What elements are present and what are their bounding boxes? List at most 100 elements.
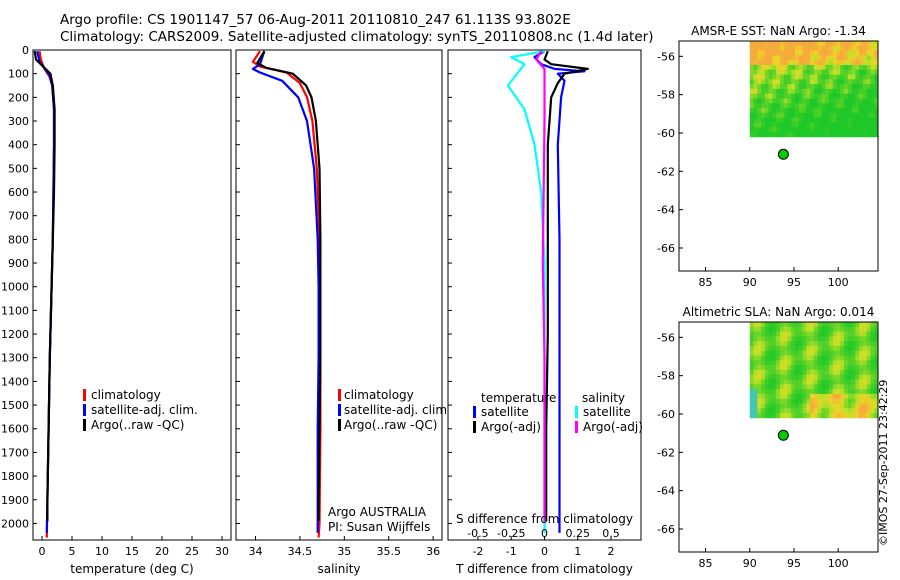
map-field-cell bbox=[844, 408, 849, 414]
map-field-cell bbox=[798, 350, 803, 356]
map-field-cell bbox=[791, 369, 796, 376]
sla-map-panel: Altimetric SLA: NaN Argo: 0.014 -56 -58 -60… bbox=[657, 305, 879, 570]
map-field-cell bbox=[764, 379, 770, 385]
map-field-cell bbox=[840, 74, 845, 80]
map-field-cell bbox=[851, 45, 856, 51]
map-field-cell bbox=[828, 355, 834, 361]
map-field-cell bbox=[749, 74, 754, 80]
map-field-cell bbox=[851, 398, 856, 404]
map-field-cell bbox=[783, 350, 788, 356]
map-field-cell bbox=[840, 322, 845, 328]
map-field-cell bbox=[779, 108, 785, 114]
map-field-cell bbox=[749, 365, 754, 371]
map-field-cell bbox=[866, 379, 871, 385]
x-axis-label: salinity bbox=[317, 562, 360, 576]
map-field-cell bbox=[832, 413, 837, 419]
map-x-tick-label: 90 bbox=[743, 276, 757, 289]
map-field-cell bbox=[847, 79, 852, 85]
map-field-cell bbox=[776, 117, 781, 123]
map-field-cell bbox=[870, 74, 875, 80]
map-field-cell bbox=[828, 127, 834, 133]
map-field-cell bbox=[821, 350, 826, 356]
map-field-cell bbox=[791, 60, 796, 66]
map-field-cell bbox=[817, 79, 822, 85]
map-field-cell bbox=[795, 79, 800, 85]
map-field-cell bbox=[772, 322, 777, 328]
map-field-cell bbox=[798, 41, 803, 47]
map-field-cell bbox=[776, 88, 781, 95]
map-field-cell bbox=[828, 322, 834, 328]
map-field-cell bbox=[787, 108, 792, 114]
map-field-cell bbox=[783, 117, 788, 123]
map-field-cell bbox=[757, 398, 762, 404]
map-field-cell bbox=[813, 341, 819, 347]
map-field-cell bbox=[851, 403, 856, 409]
map-field-cell bbox=[862, 122, 868, 128]
map-field-cell bbox=[813, 74, 819, 80]
map-field-cell bbox=[764, 365, 770, 371]
map-field-cell bbox=[825, 345, 830, 352]
map-field-cell bbox=[817, 408, 822, 414]
map-field-cell bbox=[761, 408, 766, 414]
map-field-cell bbox=[783, 355, 788, 361]
map-field-cell bbox=[791, 355, 796, 361]
map-field-cell bbox=[761, 345, 766, 352]
map-field-cell bbox=[798, 360, 803, 366]
map-field-cell bbox=[825, 60, 830, 66]
map-field-cell bbox=[802, 413, 807, 419]
x-axis-label: T difference from climatology bbox=[455, 562, 633, 576]
map-field-cell bbox=[855, 60, 860, 66]
map-field-cell bbox=[817, 60, 822, 66]
map-field-cell bbox=[806, 331, 811, 337]
map-field-cell bbox=[749, 84, 754, 90]
map-field-cell bbox=[768, 360, 773, 366]
map-field-cell bbox=[810, 112, 815, 119]
map-field-cell bbox=[874, 393, 879, 400]
map-field-cell bbox=[764, 50, 770, 56]
map-field-cell bbox=[810, 45, 815, 51]
map-field-cell bbox=[832, 84, 837, 90]
map-field-cell bbox=[813, 345, 819, 352]
map-y-tick-label: -62 bbox=[657, 165, 675, 178]
map-field-cell bbox=[859, 74, 864, 80]
map-y-tick-label: -66 bbox=[657, 242, 675, 255]
map-field-cell bbox=[828, 398, 834, 404]
map-field-cell bbox=[832, 122, 837, 128]
map-field-cell bbox=[825, 365, 830, 371]
map-field-cell bbox=[768, 93, 773, 99]
map-field-cell bbox=[862, 103, 868, 109]
map-field-cell bbox=[836, 41, 841, 47]
map-field-cell bbox=[840, 41, 845, 47]
map-field-cell bbox=[764, 117, 770, 123]
map-field-cell bbox=[806, 336, 811, 342]
map-field-cell bbox=[821, 398, 826, 404]
map-field-cell bbox=[866, 389, 871, 395]
map-field-cell bbox=[855, 374, 860, 380]
map-field-cell bbox=[761, 331, 766, 337]
map-field-cell bbox=[855, 365, 860, 371]
map-field-cell bbox=[772, 79, 777, 85]
map-field-cell bbox=[855, 413, 860, 419]
map-field-cell bbox=[761, 413, 766, 419]
map-field-cell bbox=[764, 41, 770, 47]
legend-entry: Argo(-adj) bbox=[481, 420, 541, 434]
map-field-cell bbox=[832, 345, 837, 352]
map-field-cell bbox=[836, 122, 841, 128]
map-field-cell bbox=[870, 369, 875, 376]
map-field-cell bbox=[787, 355, 792, 361]
map-field-cell bbox=[802, 84, 807, 90]
map-field-cell bbox=[821, 408, 826, 414]
map-field-cell bbox=[783, 336, 788, 342]
map-field-cell bbox=[795, 122, 800, 128]
map-field-cell bbox=[787, 69, 792, 75]
map-field-cell bbox=[798, 413, 803, 419]
map-field-cell bbox=[798, 74, 803, 80]
map-field-cell bbox=[847, 108, 852, 114]
map-field-cell bbox=[825, 127, 830, 133]
map-field-cell bbox=[757, 408, 762, 414]
map-field-cell bbox=[798, 389, 803, 395]
map-field-cell bbox=[753, 413, 758, 419]
map-field-cell bbox=[825, 336, 830, 342]
map-field-cell bbox=[783, 103, 788, 109]
map-field-cell bbox=[832, 365, 837, 371]
